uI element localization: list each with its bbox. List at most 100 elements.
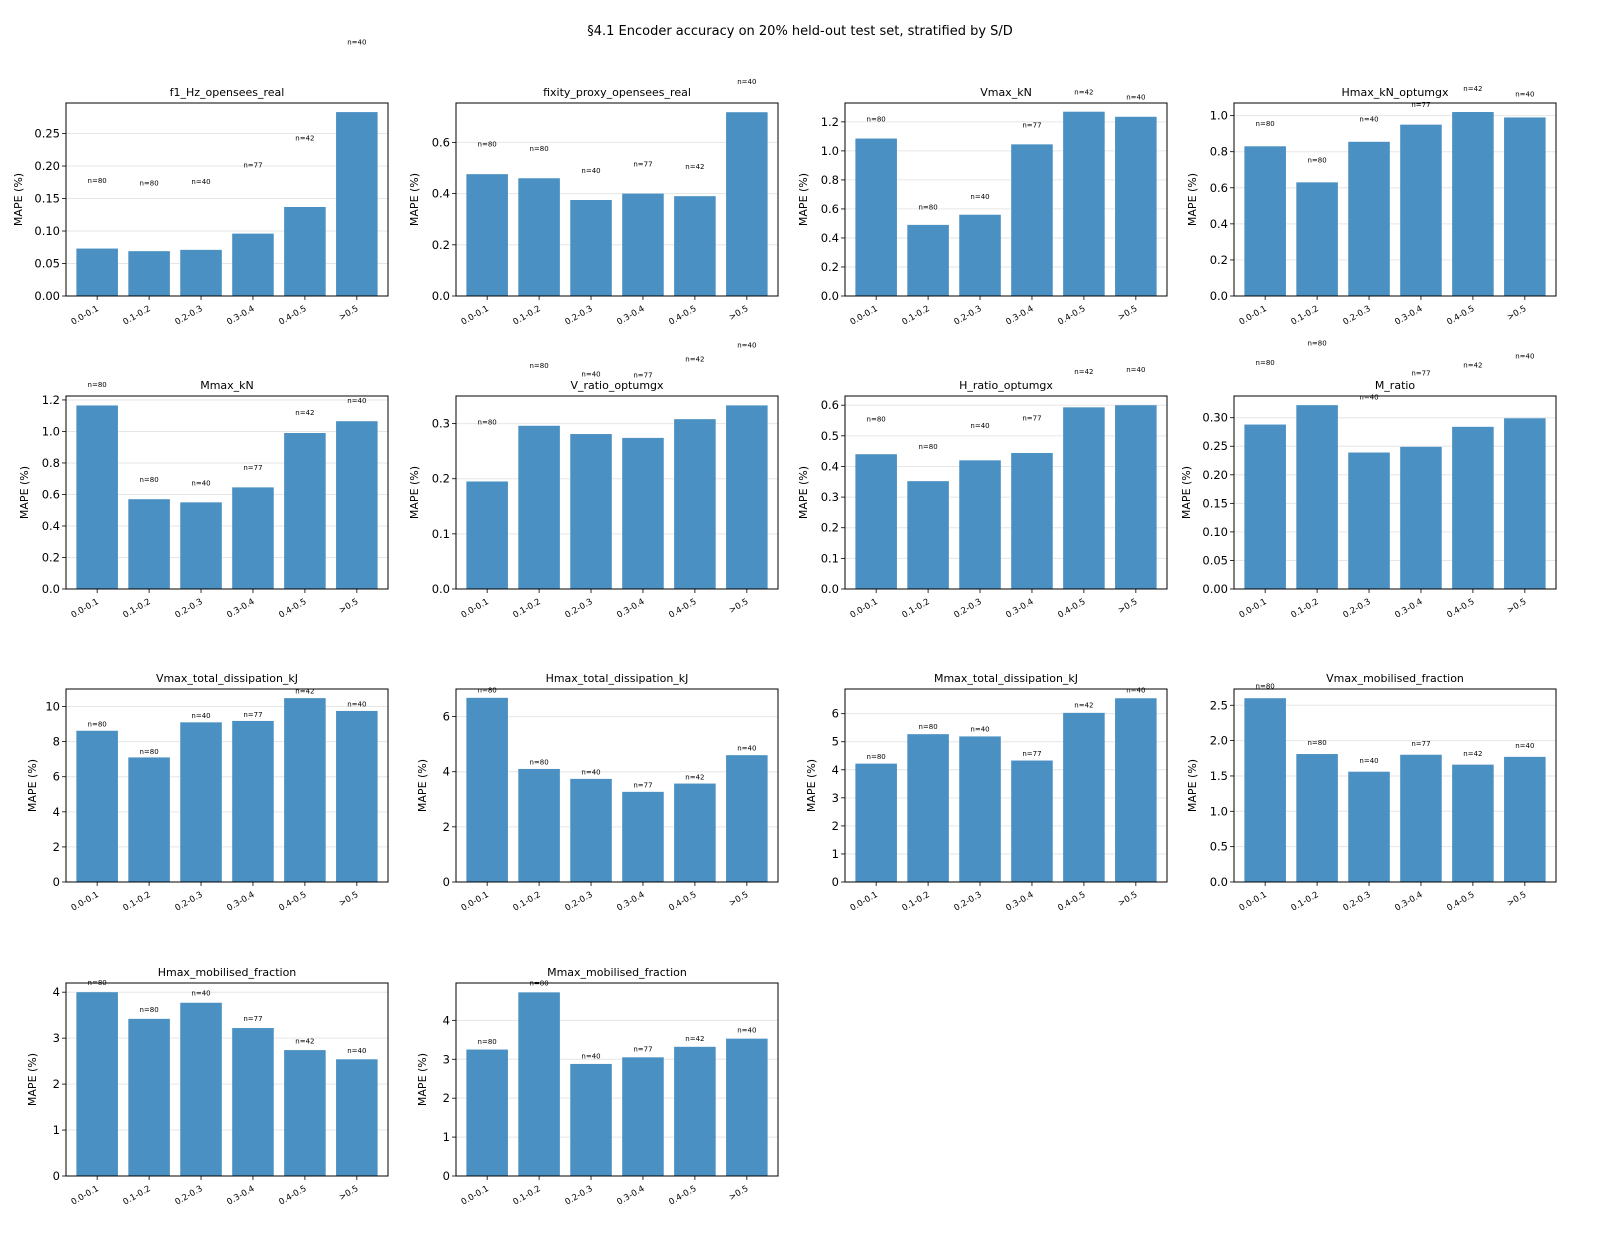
bar bbox=[907, 481, 949, 589]
bar bbox=[570, 1063, 612, 1176]
y-tick-label: 1.2 bbox=[42, 393, 60, 407]
y-tick-label: 0.25 bbox=[1202, 439, 1228, 453]
subplot-f1_Hz_opensees_real: 0.00 0.05 0.10 0.15 0.20 0.25 0.0-0.1 0.1-0.2 0.… bbox=[12, 38, 389, 328]
x-tick-label: 0.2-0.3 bbox=[173, 890, 204, 914]
bar-count-label: n=77 bbox=[243, 1015, 262, 1023]
y-tick-label: 5 bbox=[832, 735, 839, 749]
bar-count-label: n=40 bbox=[581, 1052, 600, 1060]
bar bbox=[232, 720, 274, 882]
axes-frame bbox=[1233, 395, 1557, 590]
y-tick-label: 4 bbox=[443, 1013, 450, 1027]
bar-count-label: n=40 bbox=[1515, 91, 1534, 99]
bar bbox=[180, 502, 222, 589]
bar bbox=[466, 697, 508, 882]
x-tick-label: 0.2-0.3 bbox=[563, 1184, 594, 1208]
bar bbox=[622, 437, 664, 589]
y-tick-label: 0.1 bbox=[432, 527, 450, 541]
axes-frame bbox=[455, 395, 779, 590]
y-tick-label: 3 bbox=[832, 791, 839, 805]
bar-count-label: n=40 bbox=[581, 769, 600, 777]
x-tick-label: >0.5 bbox=[727, 304, 750, 323]
x-tick-label: 0.4-0.5 bbox=[667, 890, 698, 914]
bar bbox=[622, 193, 664, 296]
y-tick-label: 0.2 bbox=[821, 521, 839, 535]
y-tick-label: 6 bbox=[53, 770, 60, 784]
x-tick-label: 0.3-0.4 bbox=[615, 304, 646, 328]
bar bbox=[336, 1059, 378, 1176]
y-tick-label: 0.05 bbox=[1202, 553, 1228, 567]
y-tick-label: 0.4 bbox=[42, 519, 60, 533]
bar bbox=[518, 178, 560, 296]
bar bbox=[180, 249, 222, 296]
bar-count-label: n=77 bbox=[633, 1046, 652, 1054]
x-tick-label: 0.1-0.2 bbox=[901, 597, 932, 621]
x-tick-label: 0.4-0.5 bbox=[1056, 890, 1087, 914]
x-tick-label: >0.5 bbox=[1505, 597, 1528, 616]
bar bbox=[1244, 146, 1286, 296]
x-tick-label: 0.3-0.4 bbox=[225, 1184, 256, 1208]
y-tick-label: 8 bbox=[53, 735, 60, 749]
x-tick-label: 0.3-0.4 bbox=[225, 597, 256, 621]
x-tick-label: 0.1-0.2 bbox=[901, 890, 932, 914]
x-tick-label: 0.0-0.1 bbox=[70, 890, 101, 914]
y-tick-label: 1.0 bbox=[1210, 804, 1228, 818]
bar bbox=[622, 1057, 664, 1176]
bar bbox=[180, 722, 222, 882]
x-tick-label: 0.1-0.2 bbox=[512, 304, 543, 328]
axes-frame bbox=[65, 395, 389, 590]
bar-count-label: n=40 bbox=[1126, 687, 1145, 695]
x-tick-label: 0.3-0.4 bbox=[1004, 890, 1035, 914]
bar-count-label: n=80 bbox=[529, 145, 548, 153]
bar bbox=[336, 710, 378, 882]
y-tick-label: 0 bbox=[443, 1169, 450, 1183]
bar bbox=[726, 112, 768, 297]
y-tick-label: 0.5 bbox=[1210, 840, 1228, 854]
x-tick-label: 0.0-0.1 bbox=[70, 1184, 101, 1208]
y-tick-label: 0.6 bbox=[821, 398, 839, 412]
x-tick-label: 0.2-0.3 bbox=[563, 597, 594, 621]
x-tick-label: 0.3-0.4 bbox=[615, 1184, 646, 1208]
bar bbox=[76, 730, 118, 882]
bar bbox=[466, 1049, 508, 1176]
y-tick-label: 0.8 bbox=[1210, 145, 1228, 159]
bar-count-label: n=77 bbox=[243, 162, 262, 170]
x-tick-label: 0.1-0.2 bbox=[512, 890, 543, 914]
bar bbox=[570, 778, 612, 882]
y-tick-label: 0.8 bbox=[42, 456, 60, 470]
x-tick-label: 0.4-0.5 bbox=[1056, 597, 1087, 621]
bar-count-label: n=80 bbox=[918, 203, 937, 211]
subplot-title: Mmax_total_dissipation_kJ bbox=[934, 672, 1078, 685]
bar-count-label: n=40 bbox=[191, 990, 210, 998]
x-tick-label: 0.0-0.1 bbox=[1238, 890, 1269, 914]
y-tick-label: 0.00 bbox=[34, 289, 60, 303]
y-tick-label: 0.3 bbox=[821, 490, 839, 504]
bar-count-label: n=77 bbox=[1022, 122, 1041, 130]
bar bbox=[1348, 452, 1390, 589]
y-axis-label: MAPE (%) bbox=[1180, 466, 1193, 519]
y-tick-label: 0.0 bbox=[1210, 289, 1228, 303]
y-tick-label: 0.2 bbox=[432, 238, 450, 252]
x-tick-label: 0.1-0.2 bbox=[901, 304, 932, 328]
bar-count-label: n=80 bbox=[867, 416, 886, 424]
bar bbox=[959, 214, 1001, 296]
x-tick-label: 0.1-0.2 bbox=[1290, 890, 1321, 914]
bar bbox=[1348, 771, 1390, 882]
y-tick-label: 0.20 bbox=[34, 159, 60, 173]
x-tick-label: 0.3-0.4 bbox=[1393, 597, 1424, 621]
y-tick-label: 0.10 bbox=[1202, 525, 1228, 539]
bar-count-label: n=80 bbox=[478, 141, 497, 149]
x-tick-label: >0.5 bbox=[1116, 890, 1139, 909]
y-tick-label: 0.6 bbox=[432, 135, 450, 149]
bar bbox=[1011, 452, 1053, 589]
bar bbox=[1400, 124, 1442, 296]
bar-count-label: n=77 bbox=[633, 782, 652, 790]
bar bbox=[128, 499, 170, 589]
bar-count-label: n=80 bbox=[529, 980, 548, 988]
bar-count-label: n=80 bbox=[88, 177, 107, 185]
bar bbox=[674, 1046, 716, 1176]
bar bbox=[232, 233, 274, 296]
bar bbox=[336, 112, 378, 296]
x-tick-label: 0.2-0.3 bbox=[173, 1184, 204, 1208]
y-tick-label: 0 bbox=[832, 875, 839, 889]
x-tick-label: 0.2-0.3 bbox=[173, 597, 204, 621]
